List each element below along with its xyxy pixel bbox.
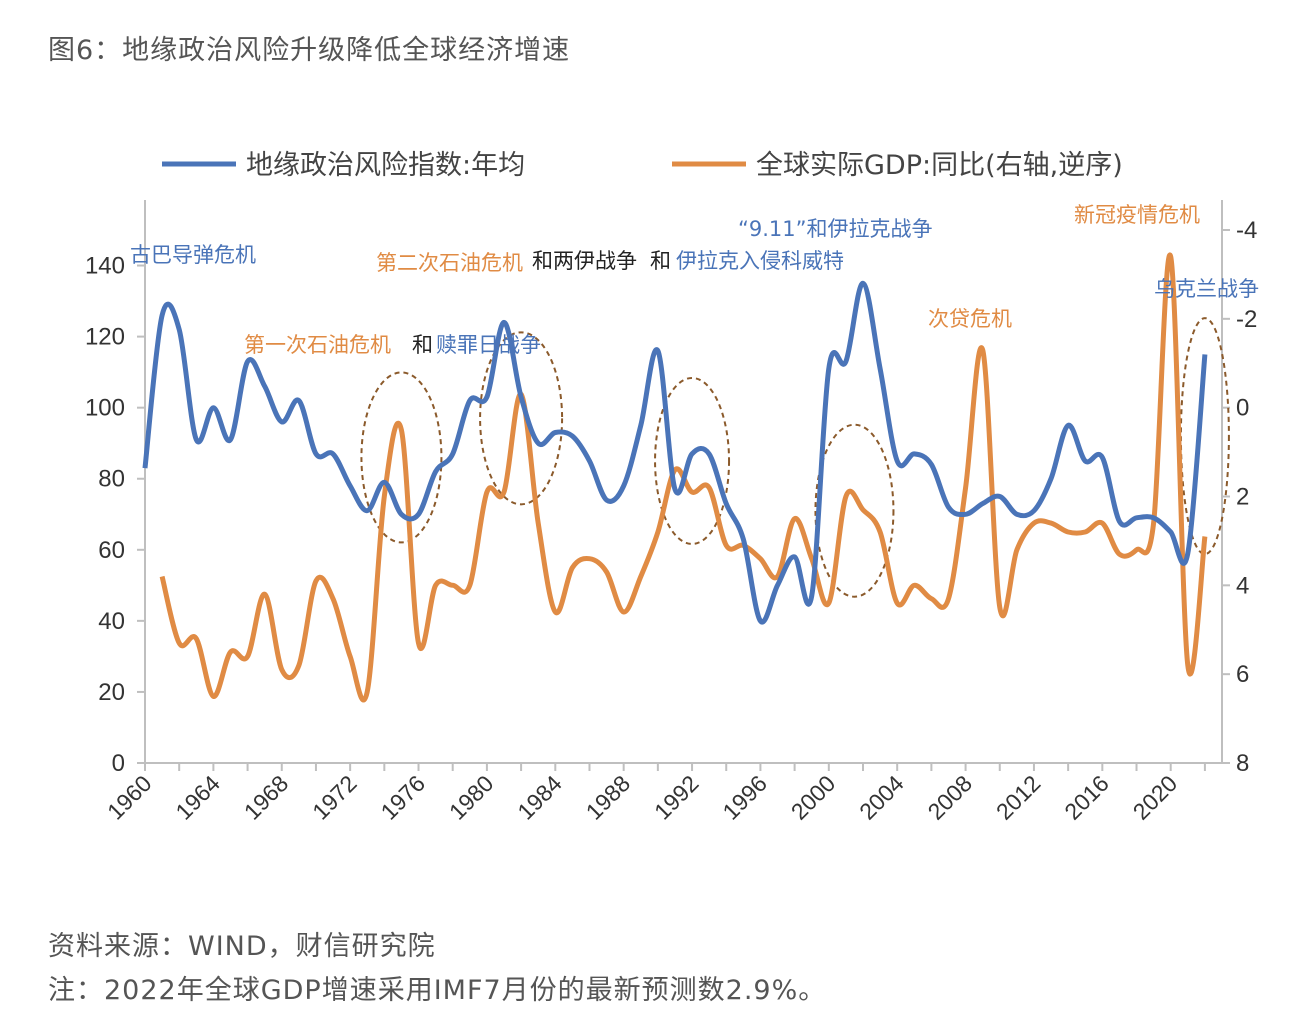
x-tick-label: 2000 xyxy=(786,770,841,825)
x-tick-label: 1980 xyxy=(444,770,499,825)
series-line-gdp xyxy=(159,252,1208,703)
y-left-tick-label: 60 xyxy=(98,537,125,564)
legend: 地缘政治风险指数:年均 全球实际GDP:同比(右轴,逆序) xyxy=(162,150,1123,181)
y-right-tick-label: 4 xyxy=(1236,572,1249,599)
annotation-cuba: 古巴导弹危机 xyxy=(130,243,256,267)
series-lines xyxy=(142,252,1208,703)
annotation-kuwait: 伊拉克入侵科威特 xyxy=(676,249,844,273)
annotation-oil1-and: 和 xyxy=(412,333,433,357)
x-tick-label: 1972 xyxy=(307,770,362,825)
x-tick-label: 2020 xyxy=(1128,770,1183,825)
y-right-tick-label: 0 xyxy=(1236,395,1249,422)
y-left-tick-label: 100 xyxy=(85,395,125,422)
annotation-ukraine: 乌克兰战争 xyxy=(1154,277,1259,301)
x-tick-label: 2016 xyxy=(1059,770,1114,825)
figure-title: 图6：地缘政治风险升级降低全球经济增速 xyxy=(48,35,571,66)
highlight-ellipse xyxy=(814,423,895,598)
x-tick-label: 1964 xyxy=(170,770,225,825)
highlight-ellipse xyxy=(360,371,443,544)
annotation-911: “9.11”和伊拉克战争 xyxy=(738,217,933,241)
y-right-tick-label: -2 xyxy=(1236,306,1257,333)
highlight-ellipse xyxy=(1179,317,1230,556)
legend-label-gdp: 全球实际GDP:同比(右轴,逆序) xyxy=(756,150,1123,181)
chart: 地缘政治风险指数:年均 全球实际GDP:同比(右轴,逆序) 0204060801… xyxy=(85,150,1259,825)
x-tick-label: 2012 xyxy=(991,770,1046,825)
x-tick-label: 1992 xyxy=(649,770,704,825)
highlight-ellipses xyxy=(360,317,1230,598)
annotation-oil1: 第一次石油危机 xyxy=(244,333,391,357)
x-tick-label: 2008 xyxy=(923,770,978,825)
annotation-yomkippur: 赎罪日战争 xyxy=(436,333,541,357)
series-line-gpr xyxy=(142,280,1208,625)
x-tick-label: 1996 xyxy=(717,770,772,825)
x-tick-label: 1976 xyxy=(375,770,430,825)
source-note: 资料来源：WIND，财信研究院 xyxy=(48,931,436,962)
annotation-iran-iraq: 和两伊战争 xyxy=(532,249,637,273)
y-right-tick-label: -4 xyxy=(1236,217,1257,244)
annotation-oil2: 第二次石油危机 xyxy=(376,251,523,275)
x-tick-label: 1960 xyxy=(102,770,157,825)
highlight-ellipse xyxy=(654,376,731,545)
highlight-ellipse xyxy=(479,331,564,506)
y-left-tick-label: 40 xyxy=(98,608,125,635)
y-right-tick-label: 2 xyxy=(1236,484,1249,511)
footnote: 注：2022年全球GDP增速采用IMF7月份的最新预测数2.9%。 xyxy=(48,975,827,1006)
y-left-tick-label: 80 xyxy=(98,466,125,493)
x-tick-label: 1968 xyxy=(239,770,294,825)
annotations: 古巴导弹危机 第一次石油危机 和 赎罪日战争 第二次石油危机 和两伊战争 和 伊… xyxy=(130,203,1259,357)
legend-label-gpr: 地缘政治风险指数:年均 xyxy=(246,150,525,181)
annotation-covid: 新冠疫情危机 xyxy=(1074,203,1200,227)
x-tick-label: 1988 xyxy=(581,770,636,825)
annotation-and-2: 和 xyxy=(650,249,671,273)
y-right-tick-label: 6 xyxy=(1236,661,1249,688)
annotation-subprime: 次贷危机 xyxy=(928,307,1012,331)
y-left-tick-label: 120 xyxy=(85,324,125,351)
y-left-tick-label: 140 xyxy=(85,253,125,280)
x-tick-label: 1984 xyxy=(512,770,567,825)
y-left-tick-label: 20 xyxy=(98,679,125,706)
y-left-tick-label: 0 xyxy=(112,750,125,777)
y-right-tick-label: 8 xyxy=(1236,750,1249,777)
x-tick-label: 2004 xyxy=(854,770,909,825)
